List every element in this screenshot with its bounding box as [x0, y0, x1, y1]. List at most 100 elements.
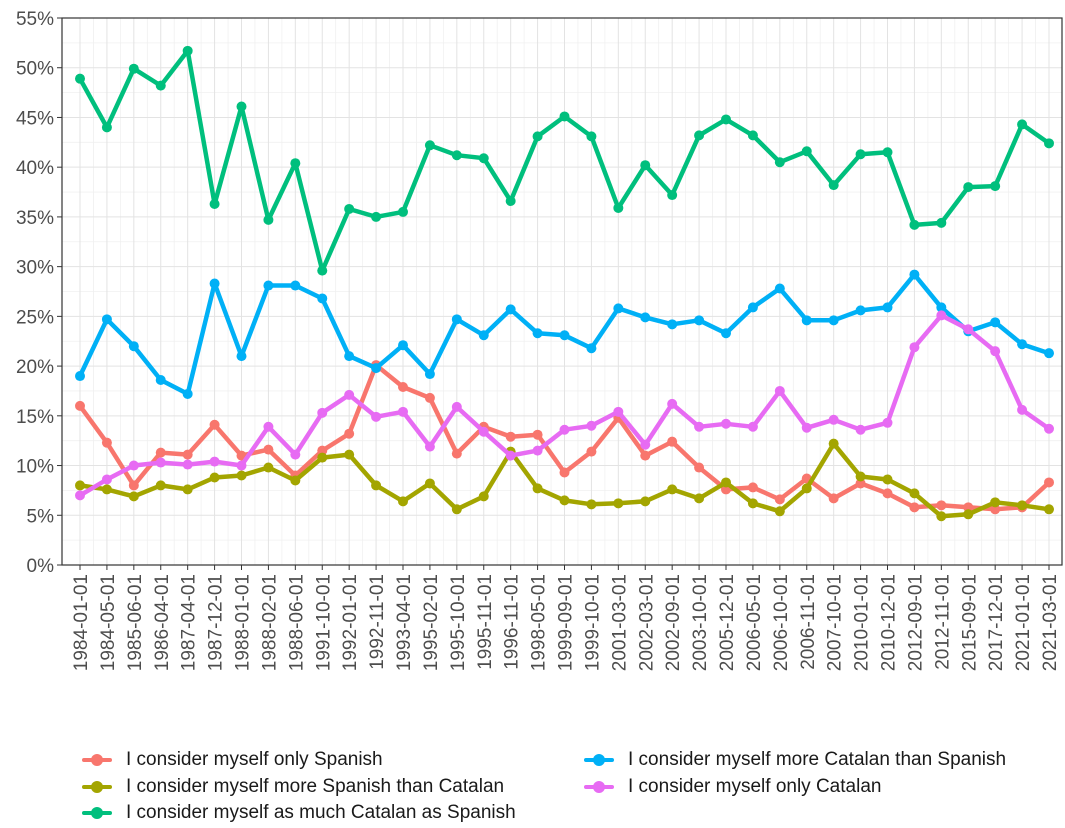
data-point	[532, 429, 543, 440]
data-point	[613, 303, 624, 314]
data-point	[586, 420, 597, 431]
data-point	[694, 130, 705, 141]
x-tick-label: 1995-11-01	[475, 574, 496, 670]
data-point	[317, 265, 328, 276]
data-point	[344, 351, 355, 362]
x-tick-label: 2012-11-01	[932, 574, 953, 670]
data-point	[128, 460, 139, 471]
data-point	[936, 217, 947, 228]
data-point	[424, 369, 435, 380]
x-tick-label: 2010-01-01	[852, 574, 873, 671]
data-point	[667, 436, 678, 447]
data-point	[828, 315, 839, 326]
data-point	[1044, 423, 1054, 434]
legend-key	[78, 775, 116, 799]
data-point	[182, 484, 193, 495]
data-point	[236, 470, 247, 481]
data-point	[694, 462, 705, 473]
x-tick-label: 1999-09-01	[556, 574, 577, 671]
data-point	[747, 130, 758, 141]
data-point	[263, 421, 274, 432]
data-point	[721, 418, 731, 429]
x-tick-label: 2015-09-01	[959, 574, 980, 671]
x-tick-label: 1984-05-01	[98, 574, 119, 671]
data-point	[586, 343, 597, 354]
data-point	[209, 278, 220, 289]
data-point	[155, 80, 166, 91]
data-point	[586, 446, 597, 457]
minor-gridlines	[62, 18, 1062, 565]
data-point	[155, 457, 166, 468]
data-point	[451, 504, 462, 515]
legend: I consider myself only Spanish I conside…	[78, 748, 1065, 828]
data-point	[182, 459, 193, 470]
data-point	[963, 324, 974, 335]
legend-key-dot	[91, 754, 103, 766]
data-point	[478, 491, 489, 502]
data-point	[505, 304, 516, 315]
data-point	[1044, 348, 1054, 359]
x-tick-label: 1995-02-01	[421, 574, 442, 671]
data-point	[855, 424, 866, 435]
data-point	[855, 149, 866, 160]
data-point	[963, 509, 974, 520]
data-point	[155, 480, 166, 491]
data-point	[855, 471, 866, 482]
y-tick-label: 20%	[16, 357, 54, 378]
data-point	[155, 375, 166, 386]
data-point	[317, 293, 328, 304]
data-point	[263, 214, 274, 225]
data-point	[75, 371, 85, 382]
legend-label: I consider myself more Catalan than Span…	[628, 749, 1007, 770]
data-point	[128, 491, 139, 502]
data-point	[559, 495, 570, 506]
data-point	[721, 114, 731, 125]
data-point	[101, 314, 112, 325]
data-point	[1017, 339, 1028, 350]
data-point	[290, 475, 301, 486]
x-tick-label: 2006-11-01	[798, 574, 819, 670]
x-tick-label: 2001-03-01	[609, 574, 630, 671]
x-tick-label: 1993-04-01	[394, 574, 415, 671]
data-point	[909, 269, 920, 280]
data-point	[75, 400, 85, 411]
data-point	[909, 488, 920, 499]
data-point	[128, 341, 139, 352]
data-point	[371, 411, 382, 422]
y-tick-label: 25%	[16, 307, 54, 328]
x-tick-label: 2017-12-01	[986, 574, 1007, 671]
x-tick-label: 1996-11-01	[502, 574, 523, 670]
x-tick-label: 1987-04-01	[179, 574, 200, 671]
x-tick-label: 1998-05-01	[529, 574, 550, 671]
data-point	[801, 483, 812, 494]
data-point	[747, 498, 758, 509]
data-point	[640, 160, 651, 171]
data-point	[344, 203, 355, 214]
legend-key	[78, 801, 116, 825]
data-point	[559, 330, 570, 341]
plot-border	[61, 17, 1063, 566]
x-tick-label: 1999-10-01	[582, 574, 603, 671]
data-point	[721, 328, 731, 339]
data-point	[909, 342, 920, 353]
x-tick-label: 2007-10-01	[825, 574, 846, 671]
data-point	[882, 147, 893, 158]
data-point	[182, 388, 193, 399]
data-point	[128, 480, 139, 491]
data-point	[559, 467, 570, 478]
y-tick-label: 10%	[16, 457, 54, 478]
data-point	[478, 330, 489, 341]
data-point	[101, 484, 112, 495]
legend-item-only-catalan: I consider myself only Catalan	[580, 775, 881, 799]
data-point	[747, 302, 758, 313]
data-point	[236, 460, 247, 471]
data-point	[963, 502, 974, 513]
data-point	[936, 310, 947, 321]
data-point	[882, 302, 893, 313]
data-point	[909, 219, 920, 230]
data-point	[801, 146, 812, 157]
data-point	[290, 449, 301, 460]
x-tick-label: 1995-10-01	[448, 574, 469, 671]
x-tick-label: 2021-03-01	[1040, 574, 1061, 671]
data-point	[532, 328, 543, 339]
